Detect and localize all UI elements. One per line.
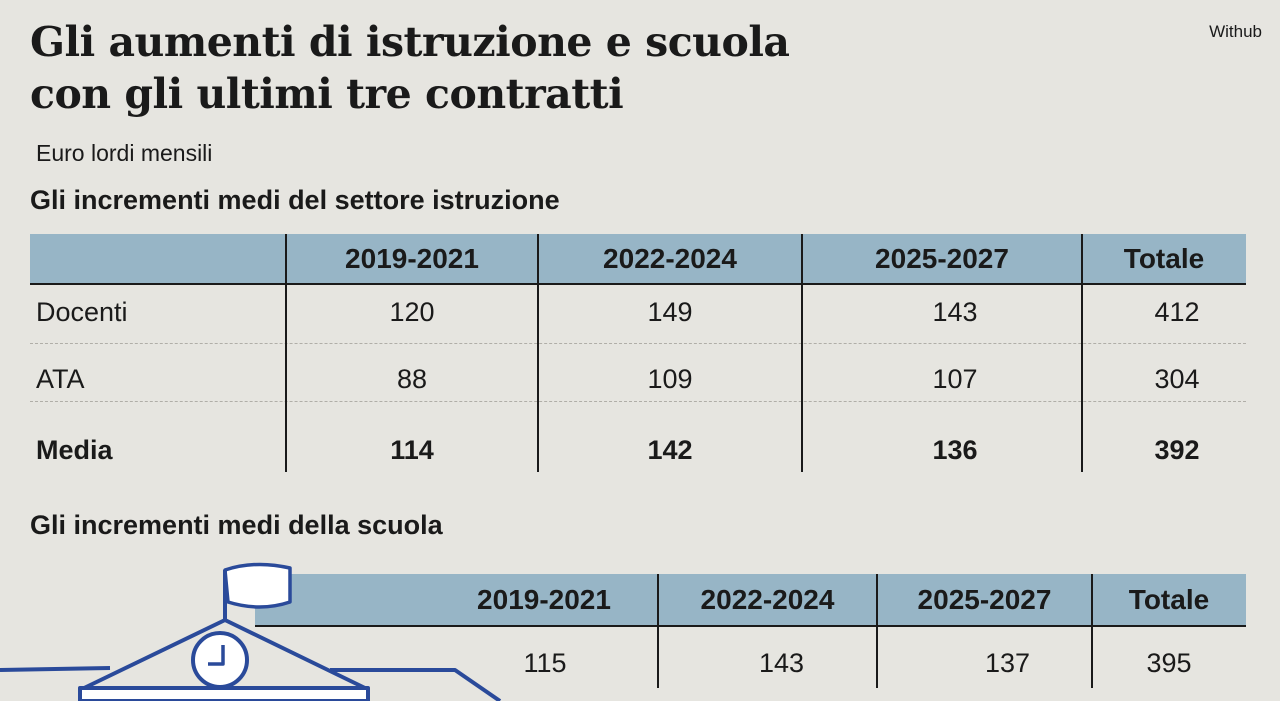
cell: 412 bbox=[1154, 296, 1200, 327]
col-divider bbox=[657, 574, 659, 688]
col-header: 2022-2024 bbox=[700, 584, 835, 615]
cell: 120 bbox=[389, 296, 435, 327]
cell: 109 bbox=[647, 363, 693, 394]
col-header: 2025-2027 bbox=[875, 243, 1009, 274]
row-label: ATA bbox=[36, 363, 85, 394]
cell: 142 bbox=[647, 434, 693, 465]
col-header: Totale bbox=[1128, 584, 1210, 615]
cell: 115 bbox=[523, 647, 567, 678]
col-divider bbox=[801, 234, 803, 472]
page-title: Gli aumenti di istruzione e scuola con g… bbox=[30, 16, 790, 120]
cell: 107 bbox=[932, 363, 978, 394]
cell: 136 bbox=[932, 434, 978, 465]
cell: 143 bbox=[932, 296, 978, 327]
table2-header bbox=[255, 574, 1246, 627]
col-divider bbox=[1081, 234, 1083, 472]
row-label: Media bbox=[36, 434, 113, 465]
school-building-icon bbox=[0, 562, 502, 701]
cell: 395 bbox=[1146, 647, 1192, 678]
col-divider bbox=[876, 574, 878, 688]
col-divider bbox=[537, 234, 539, 472]
subtitle: Euro lordi mensili bbox=[36, 140, 213, 166]
table1-header bbox=[30, 234, 1246, 285]
cell: 114 bbox=[390, 434, 434, 465]
cell: 304 bbox=[1154, 363, 1200, 394]
cell: 137 bbox=[984, 647, 1031, 678]
cell: 392 bbox=[1154, 434, 1200, 465]
cell: 88 bbox=[396, 363, 428, 394]
table1-title: Gli incrementi medi del settore istruzio… bbox=[30, 185, 560, 215]
col-divider bbox=[285, 234, 287, 472]
col-header: 2019-2021 bbox=[345, 243, 479, 274]
row-divider bbox=[30, 343, 1246, 344]
col-header: Totale bbox=[1123, 243, 1205, 274]
table2-title: Gli incrementi medi della scuola bbox=[30, 510, 443, 540]
title-line-2: con gli ultimi tre contratti bbox=[30, 70, 624, 118]
col-header: 2025-2027 bbox=[917, 584, 1052, 615]
row-label: Docenti bbox=[36, 296, 128, 327]
title-line-1: Gli aumenti di istruzione e scuola bbox=[30, 18, 790, 66]
credit: Withub bbox=[1209, 22, 1262, 41]
cell: 149 bbox=[647, 296, 693, 327]
col-header: 2019-2021 bbox=[477, 584, 611, 615]
col-header: 2022-2024 bbox=[603, 243, 737, 274]
col-divider bbox=[1091, 574, 1093, 688]
cell: 143 bbox=[758, 647, 805, 678]
row-divider bbox=[30, 401, 1246, 402]
